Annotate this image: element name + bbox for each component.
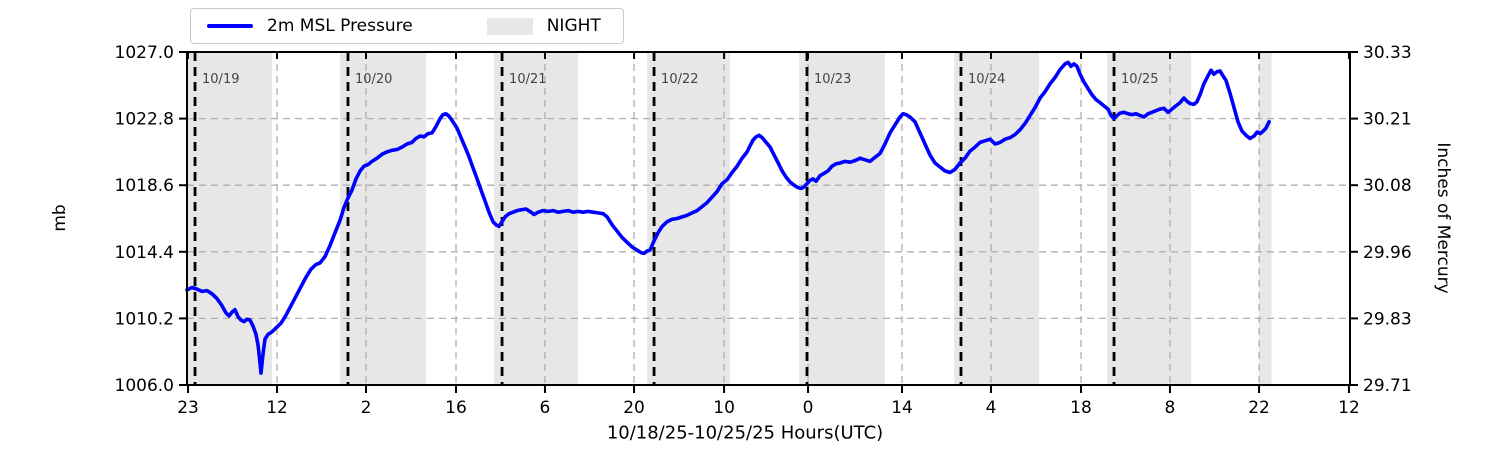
legend-line-swatch — [207, 24, 253, 28]
night-band — [187, 52, 273, 385]
x-tick-label: 0 — [803, 398, 814, 418]
date-label: 10/21 — [509, 72, 546, 87]
x-tick-label: 23 — [177, 398, 199, 418]
x-tick-label: 4 — [986, 398, 997, 418]
legend-night-label: NIGHT — [546, 16, 601, 36]
plot-border — [186, 51, 1351, 386]
date-label: 10/19 — [202, 72, 239, 87]
pressure-line — [185, 60, 1271, 375]
x-axis-label: 10/18/25-10/25/25 Hours(UTC) — [606, 422, 884, 444]
chart-legend: 2m MSL Pressure NIGHT — [190, 8, 624, 44]
y-tick-label-mb: 1027.0 — [115, 43, 174, 63]
night-band — [1259, 52, 1272, 385]
y-tick-label-mb: 1022.8 — [115, 110, 174, 130]
y-tick-label-inhg: 29.96 — [1363, 243, 1412, 263]
x-tick-label: 12 — [266, 398, 288, 418]
x-tick-label: 18 — [1070, 398, 1092, 418]
y-tick-label-mb: 1018.6 — [115, 176, 174, 196]
y-tick-label-inhg: 30.21 — [1363, 110, 1412, 130]
night-band — [798, 52, 885, 385]
y-tick-label-mb: 1014.4 — [115, 243, 174, 263]
x-tick-label: 12 — [1338, 398, 1360, 418]
date-label: 10/23 — [814, 72, 851, 87]
y-tick-label-inhg: 30.08 — [1363, 176, 1412, 196]
y-axis-label-right: Inches of Mercury — [1433, 142, 1453, 294]
x-tick-label: 8 — [1165, 398, 1176, 418]
night-band — [340, 52, 426, 385]
night-band — [954, 52, 1040, 385]
night-band — [494, 52, 579, 385]
night-band — [1107, 52, 1192, 385]
y-tick-label-inhg: 29.71 — [1363, 376, 1412, 396]
x-tick-label: 22 — [1248, 398, 1270, 418]
y-tick-label-mb: 1006.0 — [115, 376, 174, 396]
x-tick-label: 2 — [361, 398, 372, 418]
date-label: 10/25 — [1121, 72, 1158, 87]
x-tick-label: 16 — [445, 398, 467, 418]
y-tick-label-mb: 1010.2 — [115, 309, 174, 329]
y-axis-label-left: mb — [50, 204, 70, 232]
date-label: 10/22 — [661, 72, 698, 87]
legend-series-label: 2m MSL Pressure — [267, 16, 413, 36]
x-tick-label: 10 — [713, 398, 735, 418]
y-tick-label-inhg: 29.83 — [1363, 309, 1412, 329]
x-tick-label: 6 — [540, 398, 551, 418]
legend-night-swatch — [486, 17, 533, 35]
date-label: 10/24 — [968, 72, 1005, 87]
x-tick-label: 14 — [891, 398, 913, 418]
night-band — [646, 52, 731, 385]
x-tick-label: 20 — [623, 398, 645, 418]
date-label: 10/20 — [355, 72, 392, 87]
y-tick-label-inhg: 30.33 — [1363, 43, 1412, 63]
